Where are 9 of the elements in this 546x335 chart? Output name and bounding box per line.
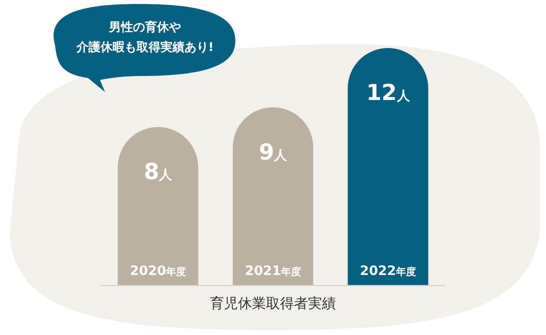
x-axis-title: 育児休業取得者実績 (210, 295, 336, 312)
x-tick-label: 2022年度 (360, 264, 416, 279)
text: 男性の育休や (108, 20, 181, 34)
x-tick-label: 2021年度 (244, 264, 302, 279)
x-tick-label: 2020年度 (130, 264, 186, 279)
data-label: 9人 (258, 140, 288, 166)
data-label: 8人 (144, 160, 174, 185)
data-label: 12人 (366, 81, 411, 106)
annotation: 介護休暇も取得実績あり! (75, 40, 214, 54)
